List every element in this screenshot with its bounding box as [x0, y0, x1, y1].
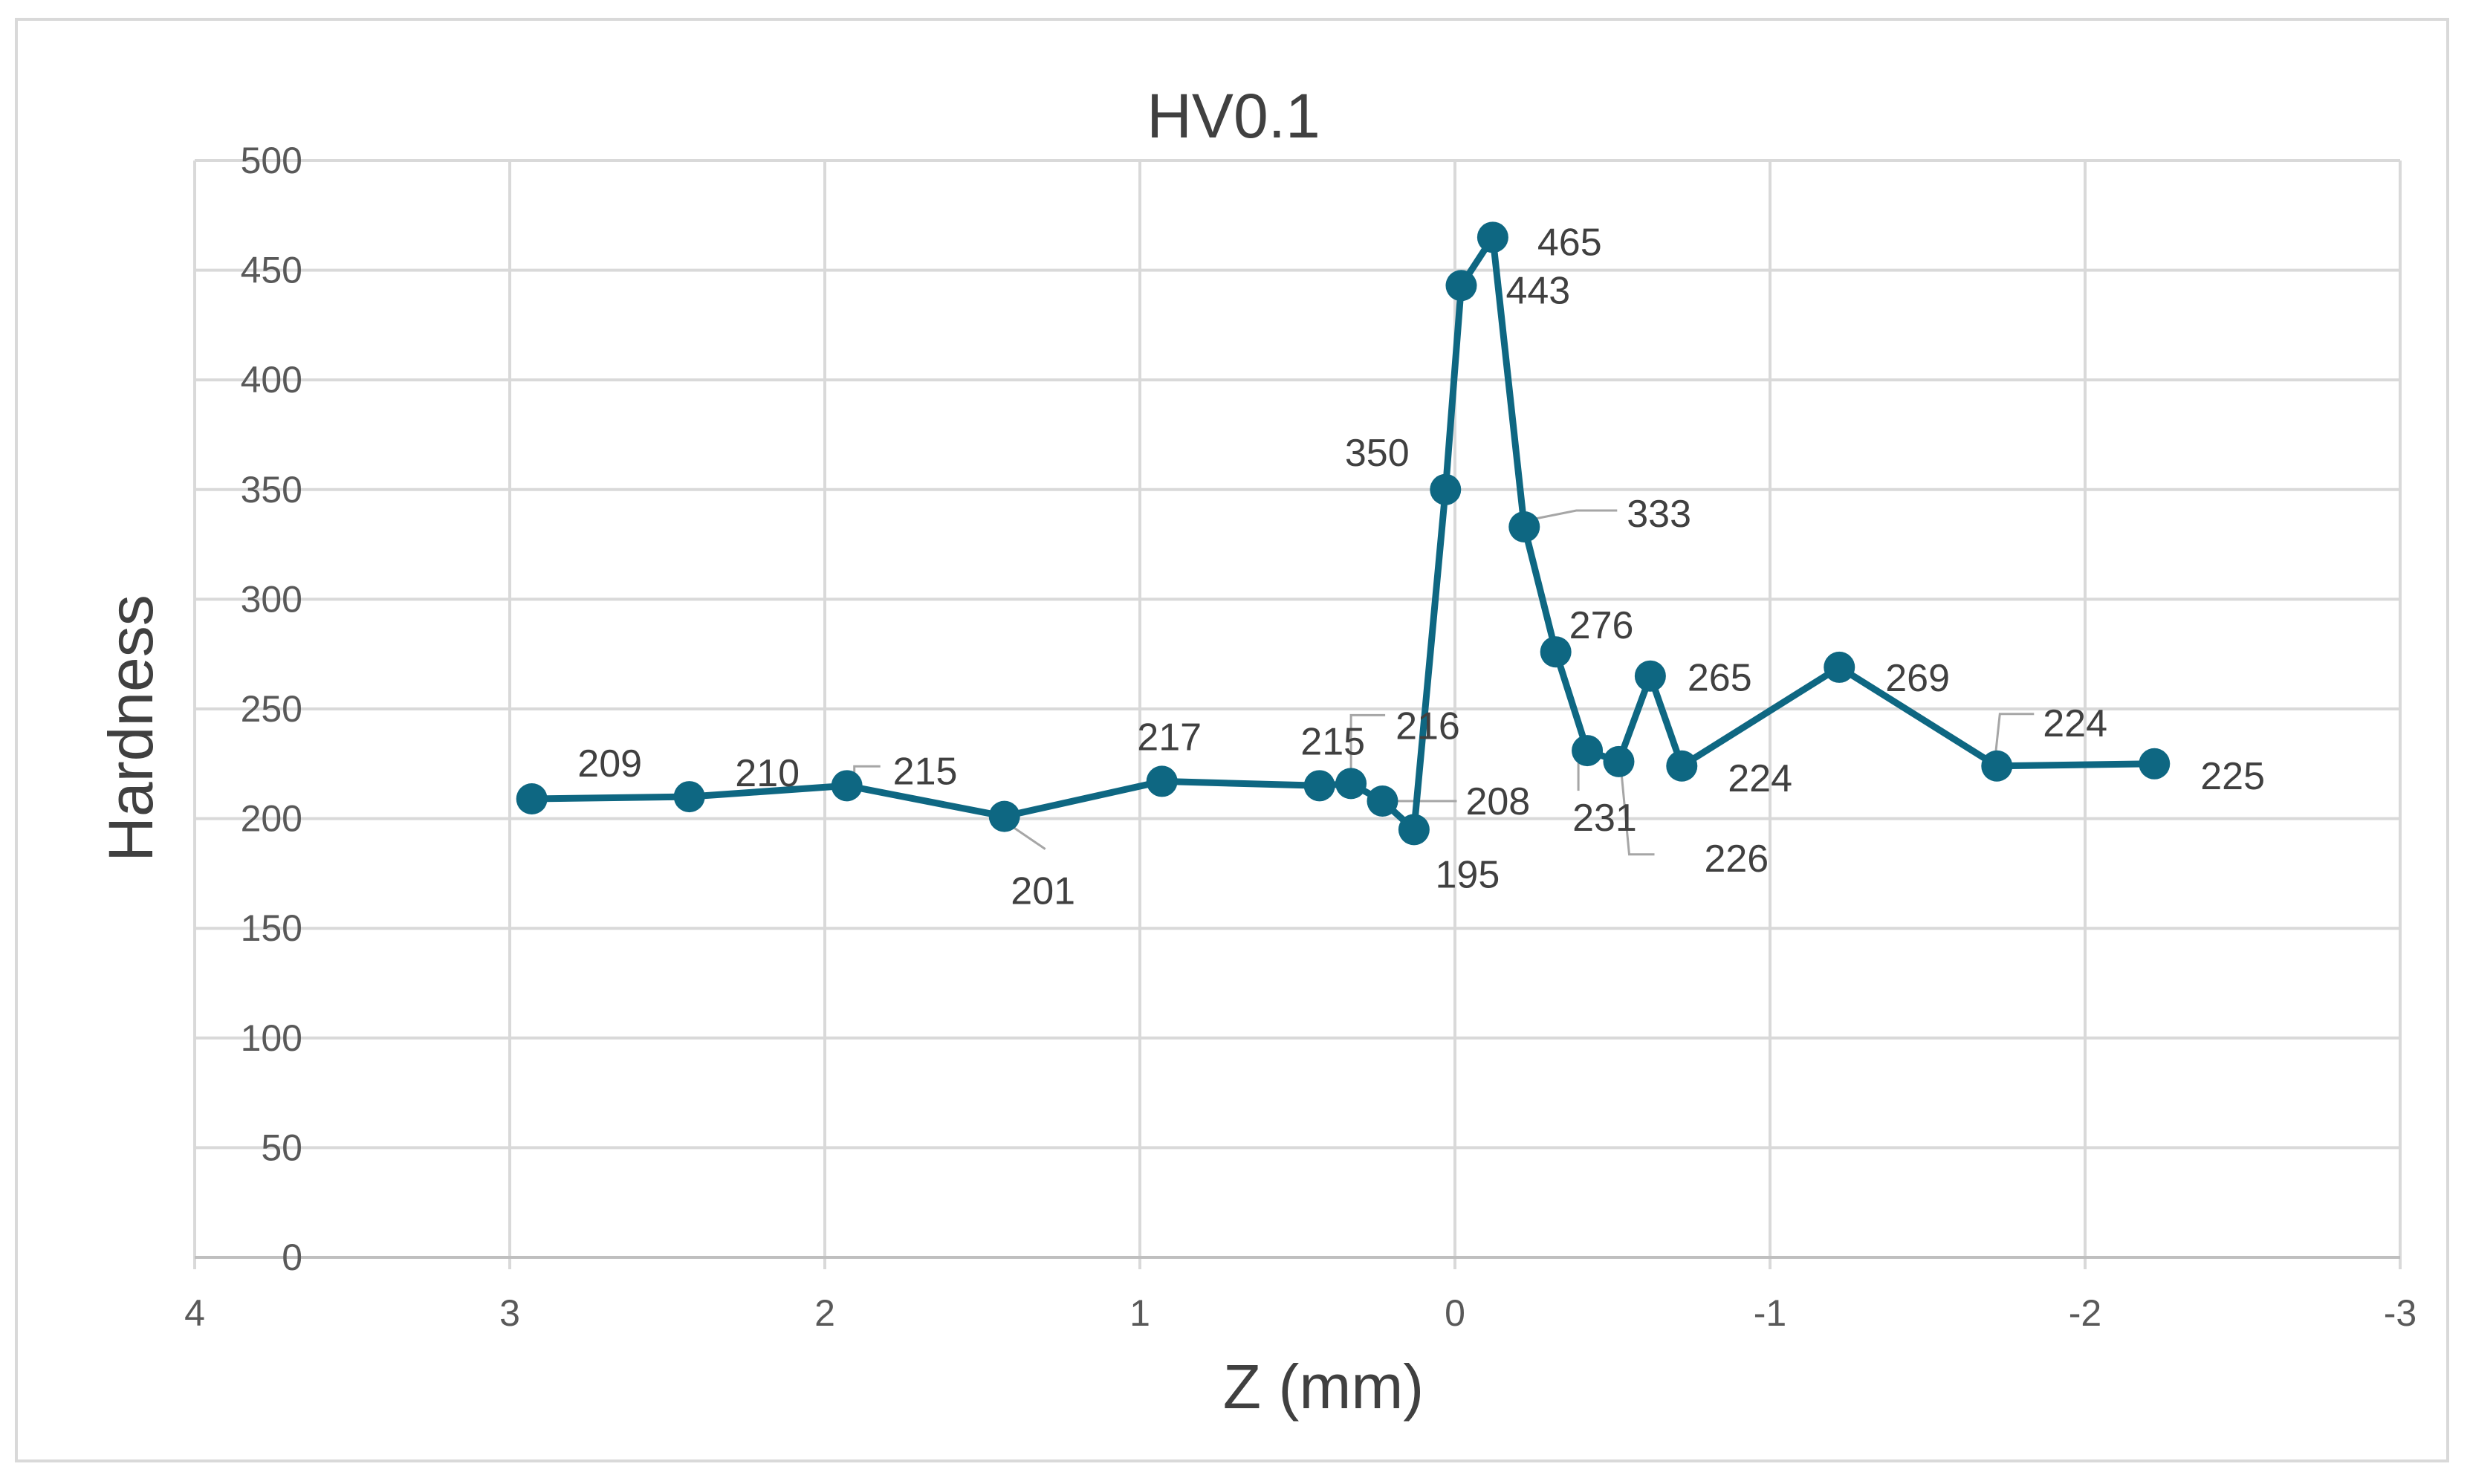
data-point	[1508, 511, 1540, 542]
data-point	[1824, 651, 1855, 683]
data-point	[1146, 765, 1178, 797]
y-tick-label: 0	[282, 1237, 302, 1278]
label-leaders	[853, 509, 2035, 856]
data-point	[1445, 270, 1477, 302]
chart-frame	[15, 18, 2449, 1462]
data-label: 208	[1465, 780, 1530, 823]
data-label: 333	[1627, 493, 1691, 536]
data-point	[1303, 770, 1335, 802]
data-label: 224	[2043, 702, 2107, 745]
y-tick-label: 100	[241, 1017, 302, 1059]
data-label: 195	[1435, 853, 1500, 896]
data-point	[988, 800, 1020, 832]
data-point	[1981, 750, 2013, 782]
data-label: 216	[1396, 704, 1460, 748]
data-point	[1335, 768, 1367, 800]
label-leader-line	[1621, 776, 1655, 856]
data-label: 276	[1569, 604, 1634, 647]
data-label: 269	[1885, 657, 1950, 700]
data-label: 201	[1011, 870, 1075, 913]
data-point	[1430, 473, 1462, 505]
data-point	[673, 781, 705, 813]
data-label: 231	[1572, 797, 1637, 840]
data-point	[1540, 636, 1572, 668]
y-tick-label: 400	[241, 359, 302, 401]
y-tick-label: 300	[241, 578, 302, 620]
x-tick-label: -2	[2069, 1292, 2101, 1334]
y-axis-title: Hardness	[96, 594, 166, 862]
data-label: 465	[1537, 221, 1602, 264]
data-point	[1572, 735, 1604, 767]
data-label: 215	[893, 750, 958, 793]
grid	[193, 159, 2402, 1269]
y-tick-label: 450	[241, 250, 302, 291]
y-tick-label: 50	[261, 1127, 302, 1168]
x-tick-label: 2	[814, 1292, 835, 1334]
data-label: 443	[1505, 269, 1570, 312]
x-tick-label: 1	[1129, 1292, 1150, 1334]
y-tick-label: 500	[241, 140, 302, 181]
data-point	[1603, 745, 1635, 777]
label-leader-line	[1349, 713, 1386, 774]
data-label: 265	[1688, 657, 1752, 700]
data-label: 225	[2200, 755, 2265, 798]
x-axis-title: Z (mm)	[1223, 1352, 1424, 1422]
data-label: 210	[735, 752, 800, 795]
data-point	[1398, 814, 1430, 846]
data-label: 350	[1345, 432, 1410, 475]
label-leader-line	[1531, 509, 1618, 521]
label-leader-line	[1994, 713, 2035, 756]
data-label: 224	[1728, 757, 1792, 800]
y-tick-label: 150	[241, 907, 302, 949]
data-point	[1634, 660, 1666, 692]
data-point	[831, 770, 863, 802]
label-leader-line	[1009, 824, 1046, 850]
data-point	[2139, 748, 2171, 780]
chart-title: HV0.1	[1147, 81, 1320, 151]
data-point	[1367, 785, 1398, 817]
data-point	[1477, 221, 1508, 253]
x-tick-label: 4	[184, 1292, 205, 1334]
data-point	[516, 783, 548, 815]
y-tick-label: 200	[241, 798, 302, 840]
data-points	[516, 221, 2171, 846]
data-label: 209	[577, 742, 642, 785]
data-point	[1666, 750, 1698, 782]
data-label: 217	[1137, 716, 1202, 759]
x-tick-label: 3	[499, 1292, 520, 1334]
data-label: 226	[1704, 837, 1769, 881]
y-tick-label: 350	[241, 469, 302, 511]
x-tick-label: 0	[1445, 1292, 1465, 1334]
data-label: 215	[1300, 720, 1365, 763]
x-tick-label: -3	[2384, 1292, 2416, 1334]
y-tick-label: 250	[241, 688, 302, 730]
x-tick-label: -1	[1754, 1292, 1786, 1334]
